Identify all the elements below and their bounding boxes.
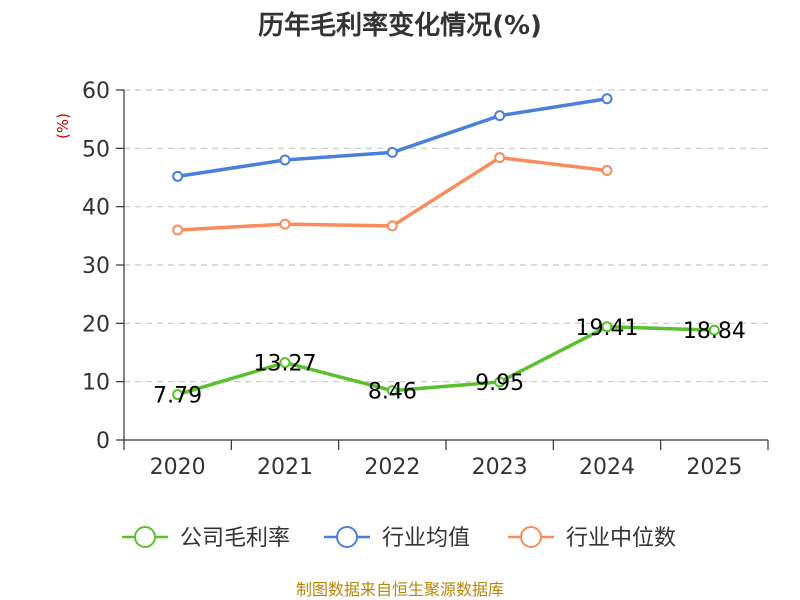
data-point[interactable] bbox=[601, 93, 613, 105]
data-point[interactable] bbox=[279, 154, 291, 166]
source-note: 制图数据来自恒生聚源数据库 bbox=[296, 580, 504, 599]
legend-item[interactable]: 行业中位数 bbox=[508, 526, 676, 551]
legend-marker bbox=[134, 526, 156, 548]
data-point[interactable] bbox=[172, 224, 184, 236]
series-line bbox=[177, 97, 608, 179]
data-point[interactable] bbox=[601, 321, 613, 333]
series-1 bbox=[172, 93, 613, 182]
data-point[interactable] bbox=[494, 152, 506, 164]
y-tick-label: 0 bbox=[96, 429, 110, 454]
legend-label: 公司毛利率 bbox=[180, 526, 290, 551]
chart-title: 历年毛利率变化情况(%) bbox=[258, 10, 542, 41]
data-point[interactable] bbox=[279, 218, 291, 230]
x-tick-label: 2023 bbox=[472, 455, 528, 480]
y-tick-label: 10 bbox=[82, 371, 110, 396]
data-label: 7.79 bbox=[153, 384, 202, 409]
series-2 bbox=[172, 152, 613, 236]
data-label: 8.46 bbox=[368, 380, 417, 405]
data-point[interactable] bbox=[494, 110, 506, 122]
data-point[interactable] bbox=[386, 385, 398, 397]
x-tick-label: 2022 bbox=[364, 455, 420, 480]
y-tick-label: 40 bbox=[82, 196, 110, 221]
legend-item[interactable]: 公司毛利率 bbox=[122, 526, 290, 551]
y-tick-label: 50 bbox=[82, 137, 110, 162]
data-point[interactable] bbox=[386, 146, 398, 158]
data-label: 19.41 bbox=[576, 316, 639, 341]
data-label: 13.27 bbox=[254, 352, 317, 377]
series-line bbox=[177, 325, 715, 397]
data-point[interactable] bbox=[279, 357, 291, 369]
y-axis-label: (%) bbox=[54, 113, 72, 139]
x-tick-label: 2024 bbox=[579, 455, 635, 480]
legend-marker bbox=[520, 526, 542, 548]
data-point[interactable] bbox=[386, 220, 398, 232]
x-tick-label: 2025 bbox=[686, 455, 742, 480]
legend-item[interactable]: 行业均值 bbox=[324, 526, 470, 551]
legend-label: 行业均值 bbox=[382, 526, 470, 551]
data-point[interactable] bbox=[601, 165, 613, 176]
data-point[interactable] bbox=[708, 324, 720, 336]
data-point[interactable] bbox=[494, 376, 506, 388]
legend-label: 行业中位数 bbox=[566, 526, 676, 551]
data-point[interactable] bbox=[172, 170, 184, 182]
data-label: 9.95 bbox=[475, 371, 524, 396]
y-tick-label: 30 bbox=[82, 254, 110, 279]
x-tick-label: 2021 bbox=[257, 455, 313, 480]
series-0 bbox=[172, 321, 720, 401]
legend-marker bbox=[336, 526, 358, 548]
data-label: 18.84 bbox=[683, 319, 746, 344]
x-tick-label: 2020 bbox=[150, 455, 206, 480]
data-point[interactable] bbox=[172, 389, 184, 401]
series-line bbox=[177, 155, 608, 232]
y-tick-label: 60 bbox=[82, 79, 110, 104]
y-tick-label: 20 bbox=[82, 312, 110, 337]
